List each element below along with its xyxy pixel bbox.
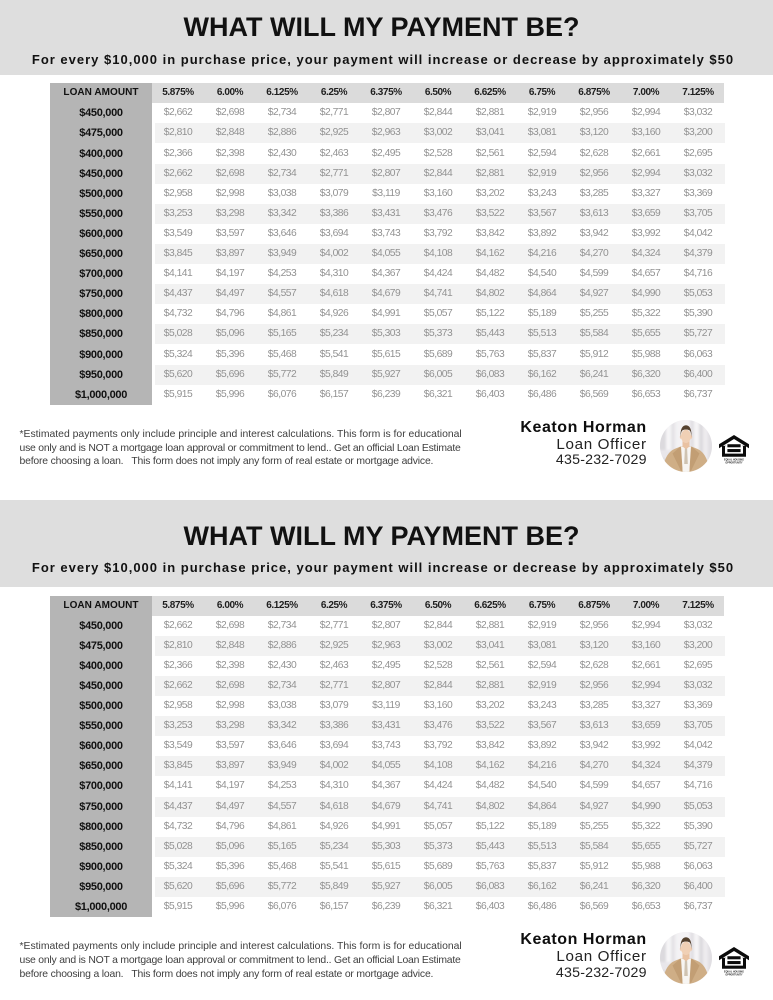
svg-text:OPPORTUNITY: OPPORTUNITY (725, 461, 743, 464)
svg-text:OPPORTUNITY: OPPORTUNITY (725, 974, 743, 977)
svg-text:EQUAL HOUSING: EQUAL HOUSING (723, 459, 743, 462)
svg-text:EQUAL HOUSING: EQUAL HOUSING (723, 971, 743, 974)
